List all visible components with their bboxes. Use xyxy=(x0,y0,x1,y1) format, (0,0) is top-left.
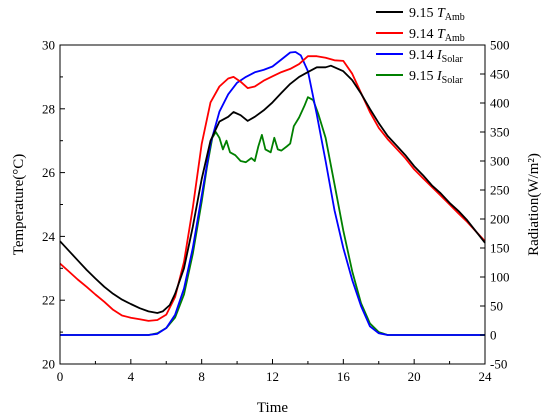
legend-label-3: 9.14 ISolar xyxy=(409,48,463,65)
y-right-tick-label: 500 xyxy=(490,38,510,53)
x-tick-label: 24 xyxy=(479,369,493,384)
y-right-tick-label: 150 xyxy=(490,241,510,256)
legend-label-2: 9.14 TAmb xyxy=(409,27,465,44)
y-left-tick-label: 22 xyxy=(42,293,55,308)
series-layer xyxy=(59,51,486,336)
legend: 9.15 TAmb 9.14 TAmb 9.14 ISolar 9.15 ISolar xyxy=(376,6,465,86)
x-axis-title: Time xyxy=(257,400,288,416)
x-tick-label: 20 xyxy=(408,369,421,384)
y-right-tick-label: 250 xyxy=(490,183,510,198)
series-line-4 xyxy=(60,96,485,336)
y-axis-left-title: Temperature(°C) xyxy=(11,154,27,256)
ticks-layer: 0 4 8 12 16 20 24 20 22 24 26 28 30 -50 0 50 100 150 200 25… xyxy=(42,38,510,385)
y-left-tick-label: 26 xyxy=(42,165,56,180)
y-right-tick-label: 400 xyxy=(490,96,510,111)
y-left-tick-label: 30 xyxy=(42,38,55,53)
x-tick-label: 16 xyxy=(337,369,351,384)
y-left-tick-label: 28 xyxy=(42,101,55,116)
y-right-tick-label: 350 xyxy=(490,125,510,140)
y-right-tick-label: 300 xyxy=(490,154,510,169)
y-axis-right-title: Radiation(W/m²) xyxy=(526,153,542,256)
y-right-tick-label: 50 xyxy=(490,299,503,314)
legend-label-4: 9.15 ISolar xyxy=(409,69,463,86)
y-left-tick-label: 20 xyxy=(42,357,55,372)
x-tick-label: 8 xyxy=(198,369,205,384)
series-line-3 xyxy=(60,51,485,336)
y-right-tick-label: -50 xyxy=(490,357,507,372)
x-tick-label: 12 xyxy=(266,369,279,384)
series-line-2 xyxy=(59,55,486,322)
y-right-tick-label: 100 xyxy=(490,270,510,285)
legend-label-1: 9.15 TAmb xyxy=(409,6,465,23)
y-right-tick-label: 0 xyxy=(490,328,497,343)
y-right-tick-label: 200 xyxy=(490,212,510,227)
series-line-1 xyxy=(59,64,486,314)
x-tick-label: 4 xyxy=(128,369,135,384)
x-tick-label: 0 xyxy=(57,369,64,384)
y-right-tick-label: 450 xyxy=(490,67,510,82)
y-left-tick-label: 24 xyxy=(42,229,56,244)
